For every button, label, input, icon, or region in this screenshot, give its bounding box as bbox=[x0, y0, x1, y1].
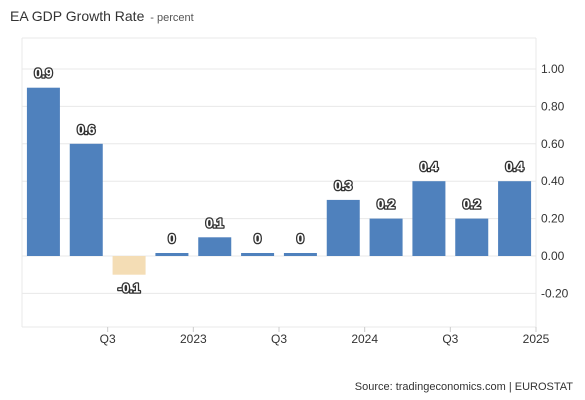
data-label: 0 bbox=[297, 231, 304, 246]
data-label: -0.1 bbox=[118, 281, 140, 296]
data-label: 0.2 bbox=[377, 197, 395, 212]
bar bbox=[412, 181, 446, 256]
bar bbox=[155, 253, 189, 256]
data-label: 0 bbox=[254, 231, 261, 246]
data-label: 0.9 bbox=[34, 66, 52, 81]
data-label: 0.2 bbox=[463, 197, 481, 212]
data-label: 0.3 bbox=[334, 178, 352, 193]
x-tick-label: 2025 bbox=[523, 332, 550, 346]
chart-title: EA GDP Growth Rate - percent bbox=[10, 8, 194, 24]
y-tick-label: 1.00 bbox=[541, 62, 565, 76]
bars-group bbox=[26, 87, 532, 275]
bar bbox=[369, 218, 403, 256]
bar bbox=[69, 143, 103, 256]
y-tick-label: 0.60 bbox=[541, 137, 565, 151]
bar bbox=[112, 256, 146, 275]
chart-subtitle: - percent bbox=[150, 12, 194, 24]
bar bbox=[198, 237, 232, 256]
bar bbox=[283, 253, 317, 256]
bar bbox=[498, 181, 532, 256]
data-label: 0.1 bbox=[206, 215, 224, 230]
x-tick-label: 2023 bbox=[180, 332, 207, 346]
y-tick-label: -0.20 bbox=[541, 286, 569, 300]
x-tick-label: 2024 bbox=[351, 332, 378, 346]
x-tick-label: Q3 bbox=[100, 332, 116, 346]
x-tick-label: Q3 bbox=[442, 332, 458, 346]
y-axis: 1.00 0.80 0.60 0.40 0.20 0.00 -0.20 bbox=[541, 62, 569, 300]
data-label: 0.4 bbox=[420, 159, 439, 174]
x-tick-label: Q3 bbox=[271, 332, 287, 346]
grid-lines bbox=[21, 37, 537, 328]
data-label: 0.6 bbox=[77, 122, 95, 137]
data-label: 0.4 bbox=[506, 159, 525, 174]
y-tick-label: 0.00 bbox=[541, 249, 565, 263]
data-label: 0 bbox=[168, 231, 175, 246]
bar bbox=[241, 253, 275, 256]
bar bbox=[455, 218, 489, 256]
data-labels: 0.9 0.6 -0.1 0 0.1 0 0 0.3 0.2 0.4 0.2 0.4 bbox=[33, 64, 526, 297]
bar bbox=[326, 199, 360, 256]
y-tick-label: 0.80 bbox=[541, 99, 565, 113]
y-tick-label: 0.40 bbox=[541, 174, 565, 188]
y-tick-label: 0.20 bbox=[541, 212, 565, 226]
x-axis: Q3 2023 Q3 2024 Q3 2025 bbox=[100, 327, 550, 346]
chart-title-text: EA GDP Growth Rate bbox=[10, 8, 145, 24]
source-note: Source: tradingeconomics.com | EUROSTAT bbox=[354, 381, 573, 393]
bar bbox=[26, 87, 60, 256]
